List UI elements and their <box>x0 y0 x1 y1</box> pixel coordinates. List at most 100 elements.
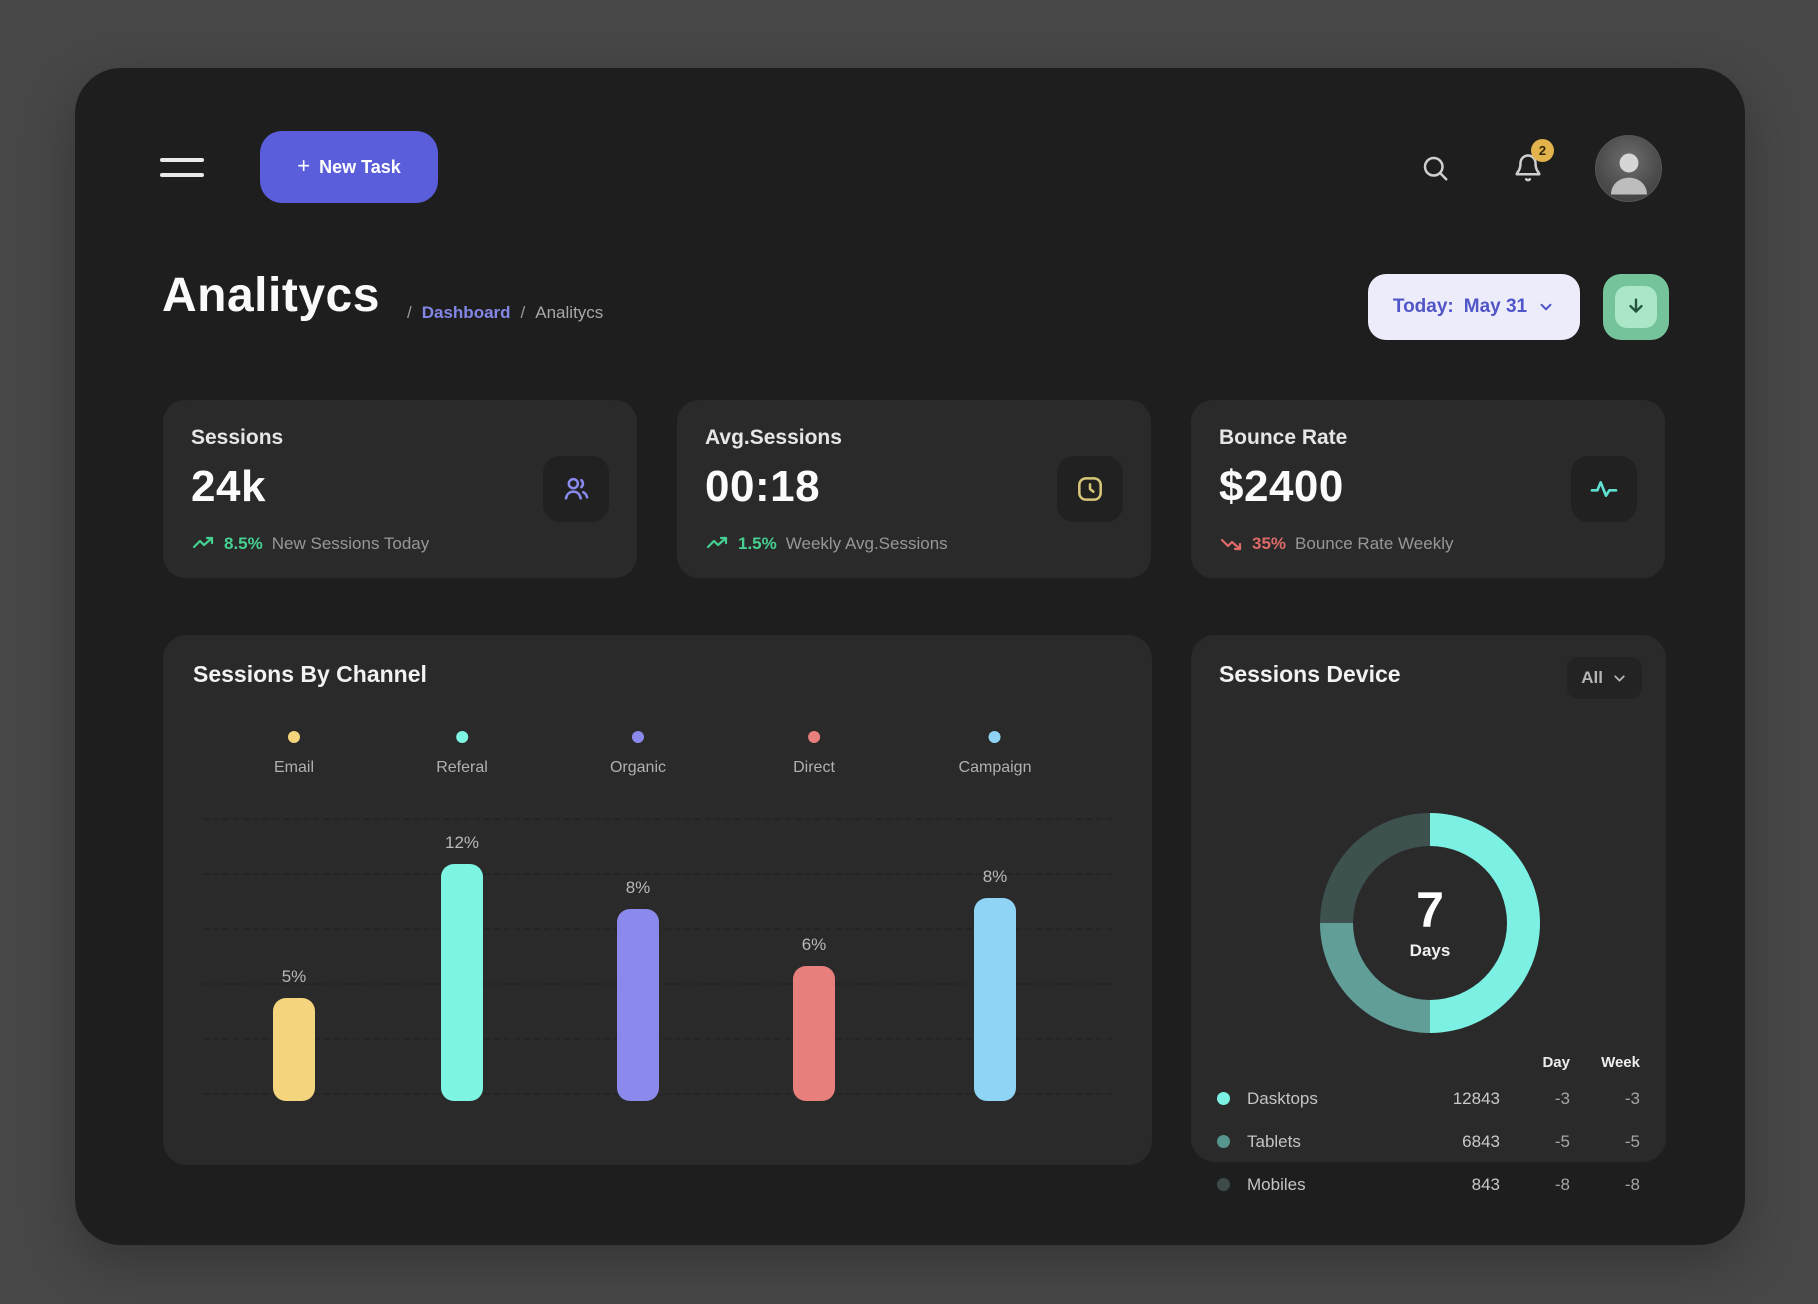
legend-dot <box>455 731 468 743</box>
bar-value-label: 12% <box>444 833 480 852</box>
stat-delta: 35% <box>1252 534 1287 553</box>
donut-center: 7 Days <box>1353 846 1507 1000</box>
col-header-week: Week <box>1601 1053 1640 1071</box>
search-button[interactable] <box>1413 146 1457 190</box>
new-task-label: New Task <box>319 156 401 177</box>
donut-center-value: 7 <box>1416 882 1444 938</box>
legend-item: Direct <box>793 731 835 777</box>
device-filter-dropdown[interactable]: All <box>1567 657 1642 699</box>
stat-footer: 1.5% Weekly Avg.Sessions <box>705 532 948 556</box>
bar-rect <box>974 898 1016 1101</box>
legend-label: Email <box>273 759 315 776</box>
bar-value-label: 5% <box>281 967 307 986</box>
legend-item: Referal <box>436 731 488 777</box>
chevron-down-icon <box>1540 303 1552 311</box>
bar-value-label: 8% <box>982 867 1008 886</box>
legend-label: Referal <box>436 759 488 776</box>
notifications-button[interactable]: 2 <box>1506 139 1554 190</box>
stat-icon-tile <box>1057 456 1123 522</box>
stat-delta: 8.5% <box>224 534 263 553</box>
bar-referal: 12% <box>441 833 483 1101</box>
legend-dot <box>287 731 300 743</box>
legend-label: Organic <box>609 759 667 776</box>
legend-label: Direct <box>793 759 835 776</box>
device-label: Dasktops <box>1247 1088 1318 1108</box>
device-value: 12843 <box>1452 1088 1500 1108</box>
bar-rect <box>273 998 315 1101</box>
plus-icon: + <box>297 153 311 178</box>
device-table-header: Day Week <box>1217 1047 1640 1077</box>
user-avatar[interactable] <box>1595 135 1662 202</box>
page-title: Analitycs <box>162 269 380 322</box>
legend-item: Campaign <box>959 731 1031 777</box>
bar-chart: 5% 12% 8% 6% 8% <box>163 803 1152 1103</box>
date-label: Today: <box>1392 296 1454 317</box>
stat-title: Sessions <box>191 426 284 449</box>
device-dot <box>1217 1178 1230 1191</box>
stat-value: $2400 <box>1219 462 1344 511</box>
stat-desc: New Sessions Today <box>271 534 430 553</box>
dashboard-panel: + New Task 2 Analitycs / Dashboard <box>75 68 1745 1245</box>
bar-value-label: 6% <box>801 935 827 954</box>
device-week: -8 <box>1624 1174 1640 1194</box>
trending-up-icon <box>192 536 214 549</box>
bar-campaign: 8% <box>974 867 1016 1101</box>
device-day: -5 <box>1554 1131 1570 1151</box>
col-header-day: Day <box>1542 1053 1570 1071</box>
bar-rect <box>441 864 483 1101</box>
breadcrumb-separator: / <box>407 303 412 322</box>
bar-rect <box>793 966 835 1101</box>
donut-center-label: Days <box>1409 941 1451 960</box>
gridline <box>203 818 1112 820</box>
legend-item: Email <box>274 731 314 777</box>
search-icon <box>1423 156 1448 181</box>
trending-up-icon <box>706 536 728 549</box>
stat-footer: 35% Bounce Rate Weekly <box>1219 532 1453 556</box>
date-selector[interactable]: Today: May 31 <box>1368 274 1580 340</box>
stat-card-avg-sessions: Avg.Sessions 00:18 1.5% Weekly Avg.Sessi… <box>677 400 1151 578</box>
bell-icon <box>1515 154 1541 182</box>
hamburger-menu-icon[interactable] <box>160 158 204 178</box>
legend-dot <box>989 731 1001 743</box>
trending-down-icon <box>1220 538 1242 551</box>
date-value: May 31 <box>1463 296 1528 317</box>
device-value: 843 <box>1471 1174 1500 1194</box>
download-button[interactable] <box>1603 274 1669 340</box>
breadcrumb-separator: / <box>520 303 526 322</box>
new-task-button[interactable]: + New Task <box>260 131 438 203</box>
sessions-device-card: Sessions Device All 7 Days Day Week <box>1191 635 1666 1194</box>
stat-card-sessions: Sessions 24k 8.5% New Sessions Today <box>163 400 637 578</box>
stat-desc: Bounce Rate Weekly <box>1295 534 1454 553</box>
sessions-by-channel-card: Sessions By Channel Email Referal Organi… <box>163 635 1152 1165</box>
stat-footer: 8.5% New Sessions Today <box>191 532 429 556</box>
stat-card-bounce-rate: Bounce Rate $2400 35% Bounce Rate Weekly <box>1191 400 1665 578</box>
device-value: 6843 <box>1462 1131 1500 1151</box>
device-chart-title: Sessions Device <box>1219 661 1401 687</box>
legend-dot <box>808 731 820 743</box>
device-table: Day Week Dasktops 12843 -3 -3 Tablets 68… <box>1217 1047 1640 1206</box>
device-day: -8 <box>1554 1174 1570 1194</box>
table-row-mobiles: Mobiles 843 -8 -8 <box>1217 1163 1640 1206</box>
legend-item: Organic <box>610 731 666 777</box>
stat-icon-tile <box>1571 456 1637 522</box>
gridline <box>203 873 1112 875</box>
activity-icon <box>1590 481 1618 497</box>
notification-badge: 2 <box>1531 139 1554 162</box>
device-dot <box>1217 1092 1230 1105</box>
legend-dot <box>632 731 644 743</box>
device-week: -5 <box>1624 1131 1640 1151</box>
table-row-tablets: Tablets 6843 -5 -5 <box>1217 1120 1640 1163</box>
bar-email: 5% <box>273 967 315 1101</box>
download-icon <box>1615 286 1657 328</box>
stat-icon-tile <box>543 456 609 522</box>
breadcrumb: / Dashboard / Analitycs <box>407 303 603 323</box>
breadcrumb-link-dashboard[interactable]: Dashboard <box>421 303 511 322</box>
device-label: Tablets <box>1247 1131 1301 1151</box>
stat-desc: Weekly Avg.Sessions <box>785 534 948 553</box>
stat-delta: 1.5% <box>738 534 777 553</box>
stat-title: Avg.Sessions <box>705 426 842 449</box>
table-row-dasktops: Dasktops 12843 -3 -3 <box>1217 1077 1640 1120</box>
breadcrumb-current: Analitycs <box>535 303 604 322</box>
stat-title: Bounce Rate <box>1219 426 1348 449</box>
